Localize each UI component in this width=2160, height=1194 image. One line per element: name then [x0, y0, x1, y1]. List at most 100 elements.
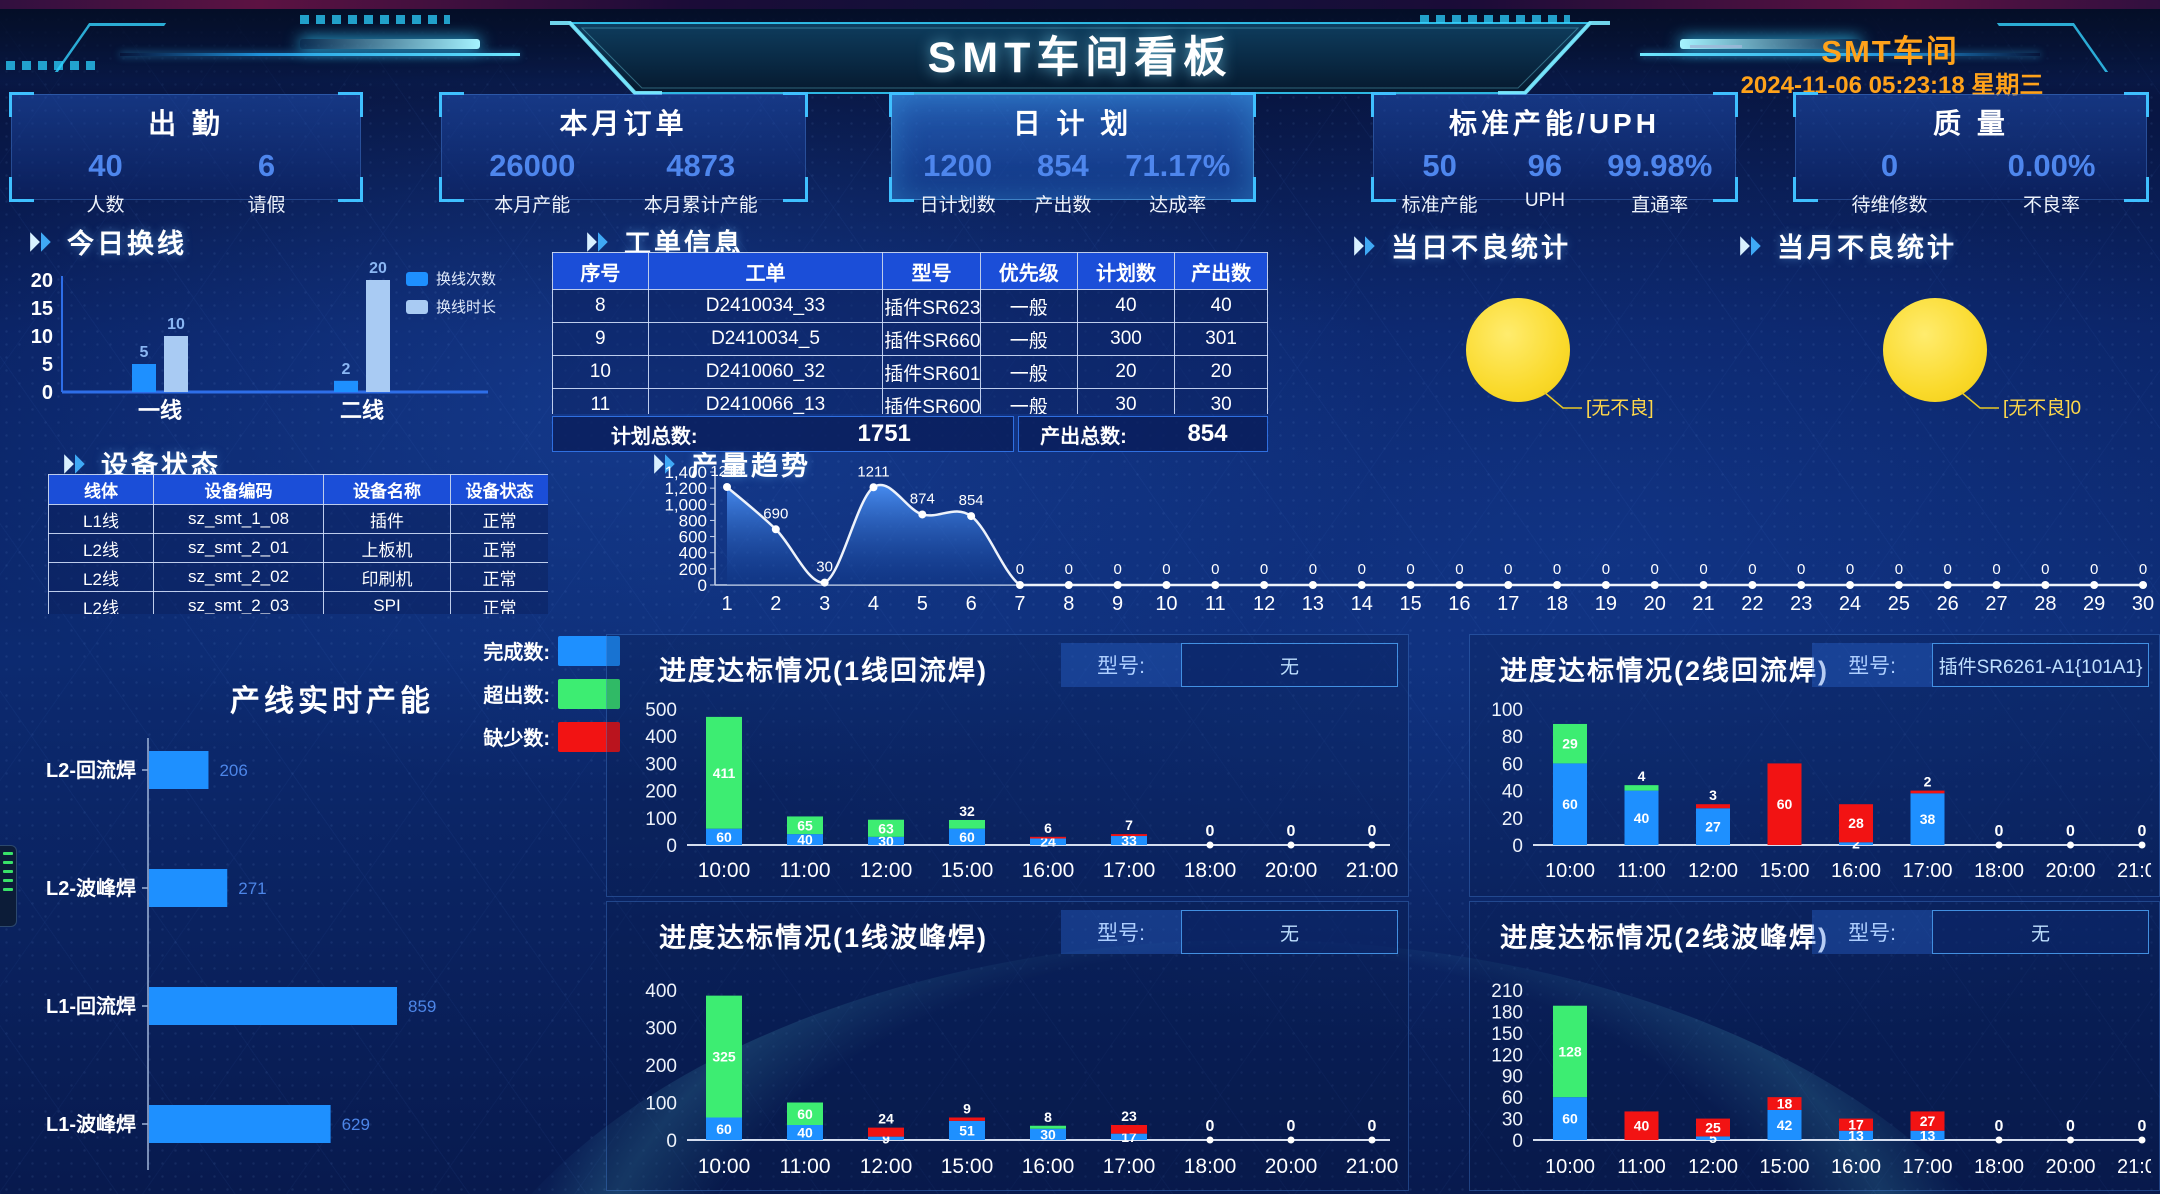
y-tick-label: 200 — [645, 782, 677, 803]
kpi-metrics: 1200 日计划数 854 产出数 71.17% 达成率 — [891, 148, 1254, 217]
bar-segment — [787, 816, 823, 835]
page-title: SMT车间看板 — [927, 34, 1233, 82]
model-value[interactable]: 插件SR6261-A1{101A1} — [1932, 643, 2149, 687]
column-header: 设备名称 — [323, 474, 451, 505]
point-value-label: 0 — [1602, 561, 1610, 578]
legend-swatch — [558, 678, 620, 709]
x-tick-label: 3 — [819, 593, 830, 615]
kpi-value: 26000 — [489, 148, 576, 183]
kpi-value: 50 — [1422, 148, 1457, 183]
kpi-label: 本月累计产能 — [643, 195, 758, 216]
legend-swatch — [406, 272, 428, 286]
bar-segment — [334, 380, 358, 392]
table-cell: L2线 — [48, 591, 154, 614]
x-category-label: 17:00 — [1902, 860, 1952, 882]
kpi-label: 产出数 — [1034, 195, 1092, 216]
zero-label: 0 — [2066, 823, 2075, 840]
bar-value-label: 5 — [140, 344, 149, 361]
bar-segment — [1030, 1125, 1066, 1129]
y-tick-label: 40 — [1502, 782, 1523, 803]
zero-label: 0 — [2066, 1118, 2075, 1135]
header-dashes-right — [1420, 15, 1570, 24]
segment-value-label: 30 — [878, 833, 894, 849]
x-tick-label: 24 — [1839, 593, 1861, 615]
corner-bracket — [1713, 177, 1738, 202]
x-tick-label: 18 — [1546, 593, 1568, 615]
table-cell: 301 — [1174, 322, 1268, 356]
segment-value-label: 42 — [1777, 1117, 1793, 1133]
segment-value-label: 60 — [1777, 796, 1793, 812]
side-indicator[interactable] — [0, 845, 17, 927]
table-cell: sz_smt_2_01 — [153, 533, 324, 563]
panel-progress-l2-reflow: 进度达标情况(2线回流焊) 型号: 插件SR6261-A1{101A1} 0 20… — [1469, 634, 2160, 897]
y-tick-label: 90 — [1502, 1067, 1523, 1088]
point-value-label: 0 — [2139, 561, 2147, 578]
data-point — [1406, 581, 1415, 589]
bar-segment — [1553, 1005, 1587, 1098]
table-cell: 8 — [552, 289, 649, 323]
point-value-label: 0 — [1651, 561, 1659, 578]
zero-marker — [1995, 841, 2003, 849]
x-tick-label: 23 — [1790, 593, 1812, 615]
bar-segment — [1767, 763, 1802, 845]
segment-value-label: 28 — [1848, 815, 1864, 831]
bar-segment — [1553, 723, 1587, 764]
kpi-metric: 40 人数 — [63, 148, 149, 217]
kpi-card-1: 出 勤 40 人数 6 请假 — [9, 92, 363, 216]
kpi-metric: 854 产出数 — [1020, 148, 1106, 217]
column-header: 产出数 — [1174, 252, 1268, 290]
x-category-label: 12:00 — [860, 859, 913, 882]
bar-segment — [706, 1117, 742, 1140]
kpi-value: 6 — [257, 148, 276, 183]
work-order-table[interactable]: 序号工单型号优先级计划数产出数8D2410034_33插件SR6231-一般40… — [552, 252, 1268, 414]
y-tick-label: 300 — [645, 1019, 677, 1040]
kpi-metrics: 26000 本月产能 4873 本月累计产能 — [441, 148, 806, 217]
y-tick-label: 15 — [31, 298, 53, 320]
x-category-label: 21:00 — [2117, 1156, 2151, 1178]
point-value-label: 0 — [1895, 561, 1903, 578]
stacked-bar-chart: 03060901201501802106012810:004011:005251… — [1491, 981, 2151, 1178]
y-tick-label: 100 — [645, 1094, 677, 1115]
chevron-right-icon — [654, 453, 675, 474]
segment-value-label: 40 — [1634, 1118, 1650, 1134]
segment-value-label: 40 — [797, 832, 813, 848]
bar-value-label: 629 — [342, 1115, 370, 1134]
table-cell: D2410066_13 — [647, 388, 884, 414]
corner-bracket — [2124, 92, 2149, 117]
x-category-label: 12:00 — [1688, 1156, 1738, 1178]
table-row: L2线 sz_smt_2_01 上板机 正常 — [48, 533, 548, 563]
bar-segment — [1553, 763, 1587, 845]
y-tick-label: 30 — [1502, 1110, 1523, 1131]
zero-label: 0 — [2138, 1118, 2147, 1135]
corner-bracket — [783, 92, 808, 117]
model-value[interactable]: 无 — [1181, 643, 1398, 687]
model-value[interactable]: 无 — [1932, 910, 2149, 954]
section-title: 产量趋势 — [691, 451, 811, 481]
zero-label: 0 — [1287, 823, 1296, 840]
table-cell: 插件SR6008- — [882, 388, 981, 414]
plan-total-value: 1751 — [857, 420, 911, 447]
bar-value-label: 206 — [219, 761, 247, 780]
data-point — [1308, 581, 1317, 589]
segment-value-label: 13 — [1848, 1127, 1864, 1143]
x-category-label: 二线 — [340, 398, 384, 423]
corner-bracket — [338, 177, 363, 202]
y-tick-label: 210 — [1491, 981, 1523, 1002]
panel-progress-l1-reflow: 进度达标情况(1线回流焊) 型号: 无 0 100 200 300 400 500 60 41… — [606, 634, 1409, 897]
table-cell: 11 — [552, 388, 649, 414]
bar-value-label: 859 — [408, 997, 436, 1016]
table-cell: 插件SR6605- — [882, 322, 981, 356]
data-point — [2090, 581, 2099, 589]
data-point — [1699, 581, 1708, 589]
model-value[interactable]: 无 — [1181, 910, 1398, 954]
table-cell: 一般 — [979, 355, 1078, 389]
segment-value-label: 23 — [1121, 1108, 1137, 1124]
x-category-label: 12:00 — [860, 1155, 913, 1178]
bar-segment — [787, 834, 823, 845]
bar-segment — [1696, 1118, 1730, 1137]
data-point — [723, 483, 731, 492]
column-header: 优先级 — [979, 252, 1078, 290]
